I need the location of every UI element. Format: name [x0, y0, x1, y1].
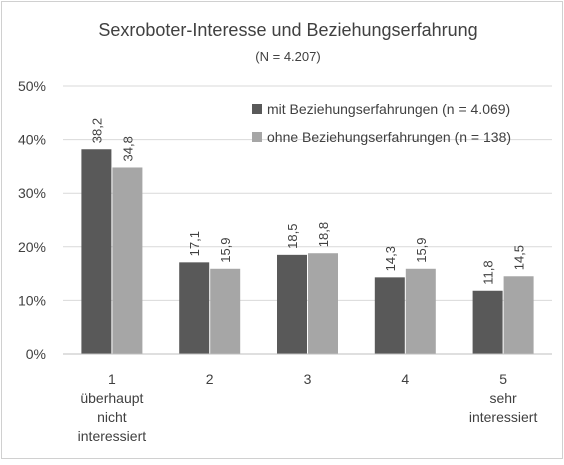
y-tick-label: 20% — [18, 239, 46, 255]
legend-swatch — [252, 104, 262, 114]
x-tick-label: 2 — [206, 371, 214, 387]
value-label: 34,8 — [120, 136, 135, 161]
bar — [503, 276, 534, 354]
bar — [112, 167, 143, 354]
legend-label: mit Beziehungserfahrungen (n = 4.069) — [267, 101, 510, 117]
y-tick-label: 40% — [18, 132, 46, 148]
bar — [374, 277, 405, 354]
chart-subtitle: (N = 4.207) — [255, 49, 320, 64]
value-label: 18,5 — [285, 224, 300, 249]
x-tick-label: 4 — [401, 371, 409, 387]
legend-swatch — [252, 132, 262, 142]
x-tick-label: 1 überhaupt nicht interessiert — [78, 371, 147, 444]
bar — [277, 254, 307, 354]
y-tick-label: 50% — [18, 78, 46, 94]
x-tick-label: 3 — [304, 371, 312, 387]
chart-title: Sexroboter-Interesse und Beziehungserfah… — [98, 20, 477, 40]
value-label: 14,5 — [512, 245, 527, 270]
x-tick-label: 5 sehr interessiert — [469, 371, 538, 425]
bar — [308, 253, 338, 354]
y-tick-label: 0% — [26, 346, 46, 362]
value-label: 38,2 — [89, 118, 104, 143]
value-label: 15,9 — [414, 237, 429, 262]
bar — [81, 149, 112, 354]
legend-label: ohne Beziehungserfahrungen (n = 138) — [267, 129, 511, 145]
y-tick-label: 10% — [18, 292, 46, 308]
value-label: 15,9 — [218, 237, 233, 262]
y-tick-label: 30% — [18, 185, 46, 201]
value-label: 14,3 — [383, 246, 398, 271]
bar — [210, 268, 241, 354]
value-label: 18,8 — [316, 222, 331, 247]
bar — [472, 290, 503, 354]
value-label: 17,1 — [187, 231, 202, 256]
bar — [405, 268, 436, 354]
bar — [179, 262, 210, 354]
value-label: 11,8 — [481, 260, 496, 284]
